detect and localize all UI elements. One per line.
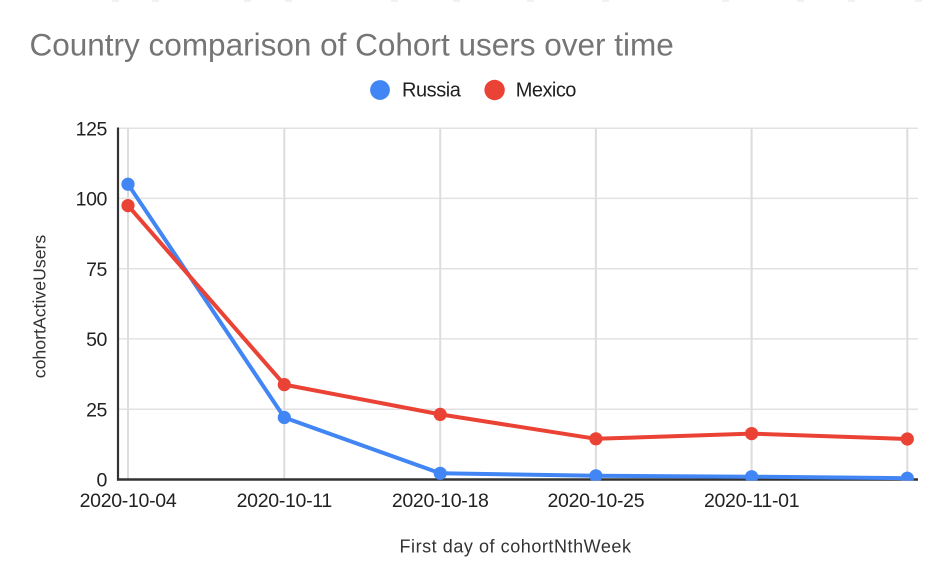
svg-text:First day of cohortNthWeek: First day of cohortNthWeek bbox=[399, 537, 631, 557]
svg-text:Mexico: Mexico bbox=[516, 80, 576, 102]
svg-text:2020-10-18: 2020-10-18 bbox=[392, 490, 489, 512]
svg-text:2020-10-11: 2020-10-11 bbox=[237, 490, 332, 512]
svg-text:Russia: Russia bbox=[402, 80, 462, 102]
svg-text:0: 0 bbox=[97, 470, 108, 492]
svg-text:cohortActiveUsers: cohortActiveUsers bbox=[30, 235, 50, 379]
svg-text:25: 25 bbox=[86, 399, 107, 421]
svg-text:2020-10-04: 2020-10-04 bbox=[80, 490, 177, 512]
svg-text:75: 75 bbox=[86, 259, 107, 281]
svg-text:2020-11-01: 2020-11-01 bbox=[704, 490, 799, 512]
svg-text:100: 100 bbox=[76, 189, 108, 211]
svg-text:50: 50 bbox=[86, 329, 107, 351]
svg-text:Country comparison of Cohort u: Country comparison of Cohort users over … bbox=[30, 27, 674, 63]
svg-text:125: 125 bbox=[76, 118, 108, 140]
svg-text:2020-10-25: 2020-10-25 bbox=[548, 490, 645, 512]
